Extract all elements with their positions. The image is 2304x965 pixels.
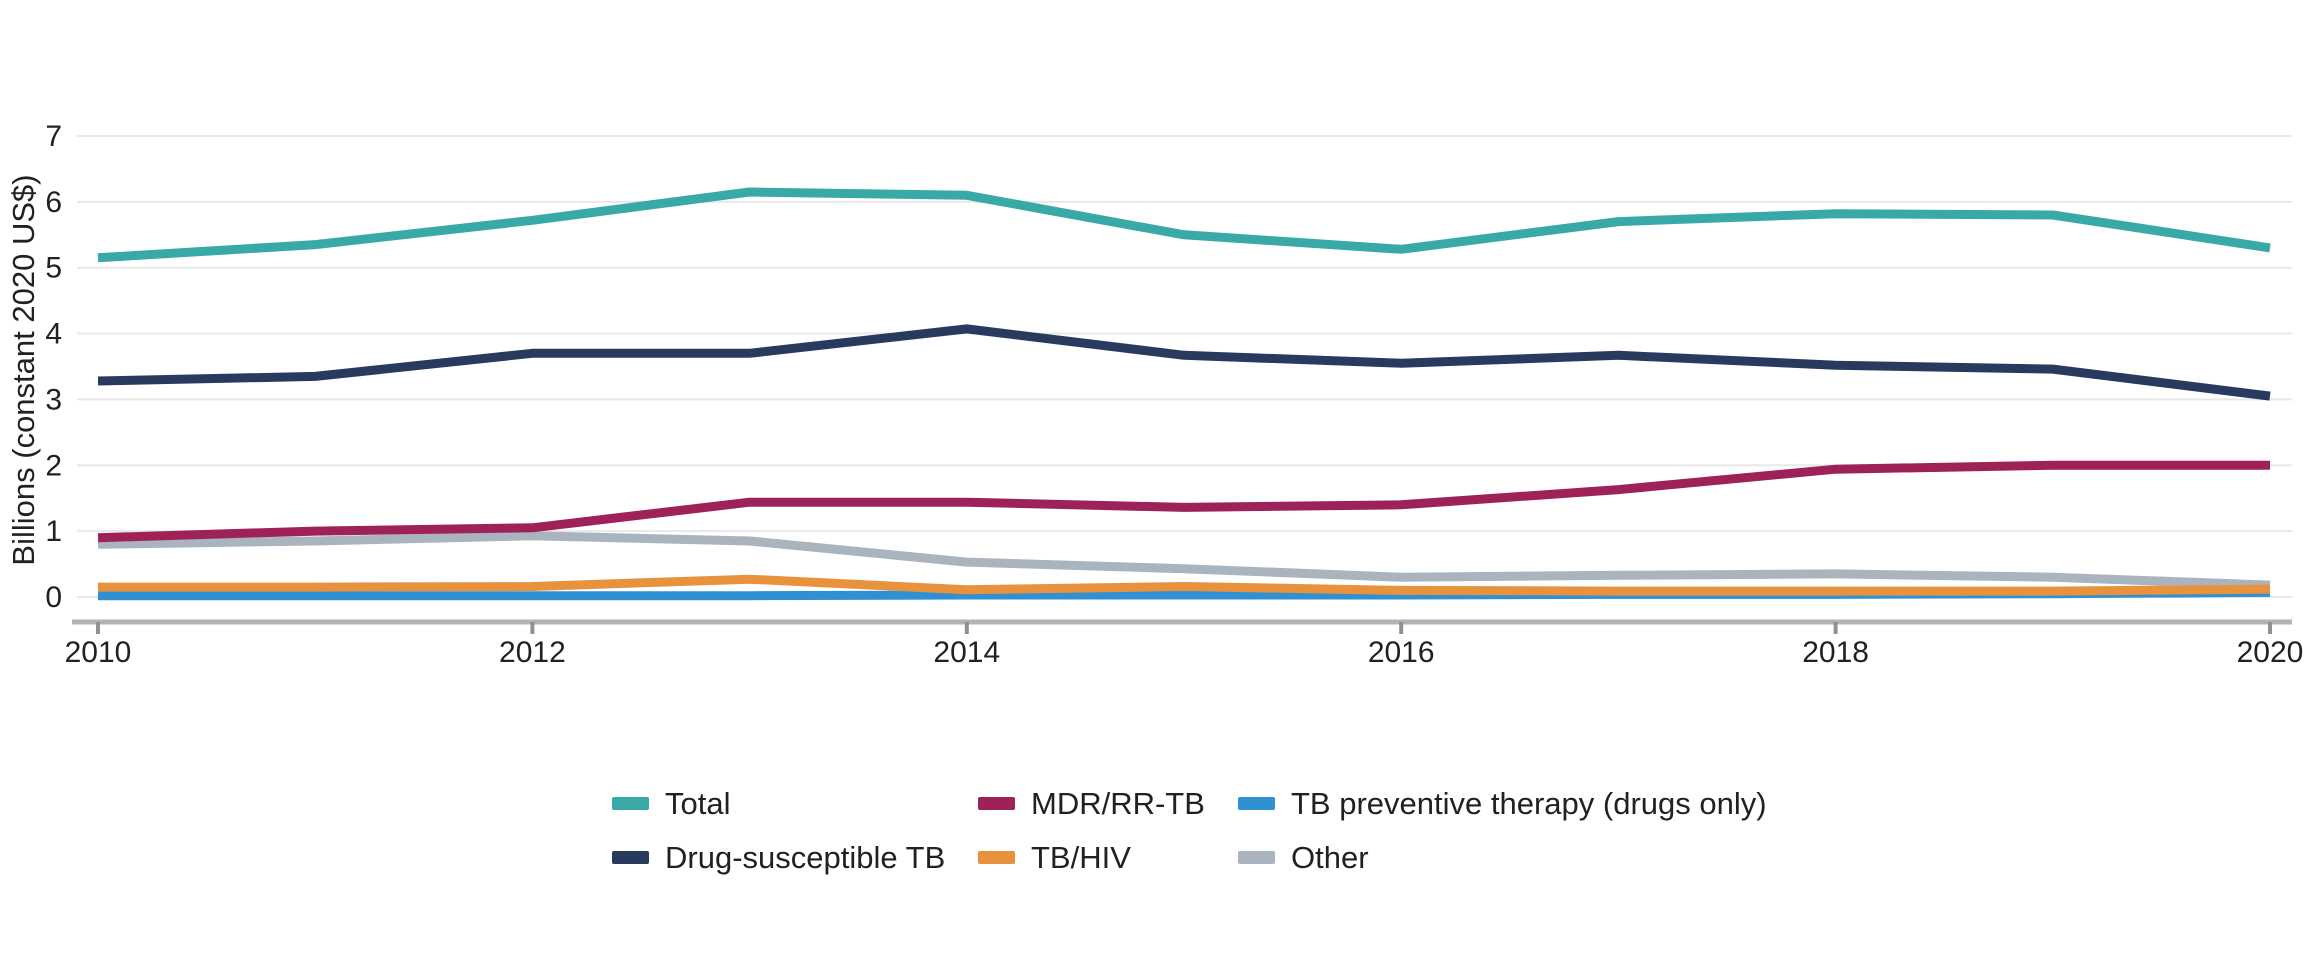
legend-swatch-tb-preventive-therapy-drugs-only bbox=[1238, 797, 1275, 810]
legend-label-tb-preventive-therapy-drugs-only: TB preventive therapy (drugs only) bbox=[1291, 786, 1767, 821]
x-tick-label-2020: 2020 bbox=[2237, 636, 2304, 669]
x-tick-label-2012: 2012 bbox=[499, 636, 566, 669]
y-tick-label-0: 0 bbox=[45, 581, 62, 614]
legend-label-total: Total bbox=[665, 786, 730, 821]
legend-swatch-total bbox=[612, 797, 649, 810]
legend-swatch-tb-hiv bbox=[978, 851, 1015, 864]
axes-layer: 0 1 2 3 4 5 6 7 2010 2012 2014 2016 2018 2020 bbox=[45, 120, 2303, 669]
y-tick-label-5: 5 bbox=[45, 252, 62, 285]
y-tick-label-3: 3 bbox=[45, 383, 62, 416]
legend-swatch-mdr-rr-tb bbox=[978, 797, 1015, 810]
series-line-tb-hiv bbox=[98, 574, 2271, 596]
legend: Total Drug-susceptible TB MDR/RR-TB TB/HIV T… bbox=[612, 786, 1767, 875]
y-tick-label-4: 4 bbox=[45, 318, 62, 351]
legend-label-other: Other bbox=[1291, 840, 1369, 875]
legend-label-mdr-rr-tb: MDR/RR-TB bbox=[1031, 786, 1205, 821]
y-tick-label-1: 1 bbox=[45, 515, 62, 548]
series-lines-layer bbox=[97, 187, 2271, 601]
y-axis-title: Billions (constant 2020 US$) bbox=[6, 174, 41, 565]
series-line-drug-susceptible-tb bbox=[97, 324, 2271, 401]
x-tick-label-2016: 2016 bbox=[1368, 636, 1435, 669]
x-tick-label-2018: 2018 bbox=[1802, 636, 1869, 669]
x-tick-label-2014: 2014 bbox=[933, 636, 1000, 669]
y-tick-label-2: 2 bbox=[45, 449, 62, 482]
series-line-other bbox=[97, 531, 2271, 590]
x-tick-label-2010: 2010 bbox=[65, 636, 132, 669]
series-line-mdr-rr-tb bbox=[97, 460, 2270, 543]
series-line-total bbox=[97, 187, 2271, 263]
legend-label-tb-hiv: TB/HIV bbox=[1031, 840, 1131, 875]
legend-swatch-other bbox=[1238, 851, 1275, 864]
y-tick-label-6: 6 bbox=[45, 186, 62, 219]
y-tick-label-7: 7 bbox=[45, 120, 62, 153]
legend-label-drug-susceptible-tb: Drug-susceptible TB bbox=[665, 840, 945, 875]
legend-swatch-drug-susceptible-tb bbox=[612, 851, 649, 864]
